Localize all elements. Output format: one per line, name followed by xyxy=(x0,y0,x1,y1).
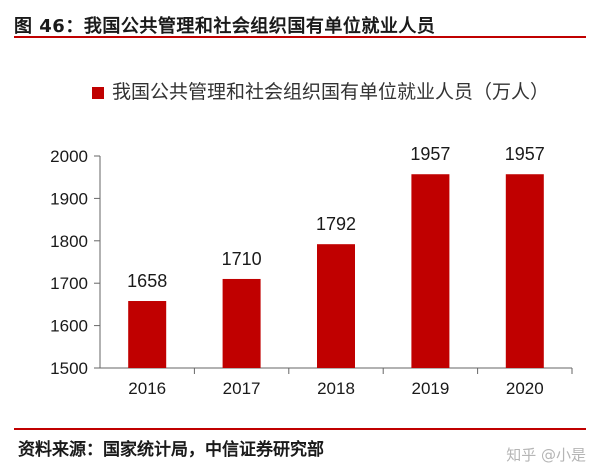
y-tick-label: 2000 xyxy=(50,147,88,166)
bar xyxy=(505,174,544,368)
data-label: 1957 xyxy=(505,144,545,164)
y-tick-label: 1600 xyxy=(50,317,88,336)
x-tick-label: 2020 xyxy=(506,379,544,398)
x-tick-label: 2016 xyxy=(128,379,166,398)
y-tick-label: 1900 xyxy=(50,189,88,208)
y-tick-label: 1500 xyxy=(50,359,88,378)
y-tick-label: 1700 xyxy=(50,274,88,293)
bar xyxy=(128,301,167,368)
figure-footer: 资料来源：国家统计局，中信证券研究部 xyxy=(14,428,586,460)
x-tick-label: 2019 xyxy=(411,379,449,398)
data-label: 1957 xyxy=(410,144,450,164)
data-label: 1710 xyxy=(222,249,262,269)
figure-header: 图 46：我国公共管理和社会组织国有单位就业人员 xyxy=(14,6,586,38)
data-label: 1792 xyxy=(316,214,356,234)
watermark: 知乎 @小是 xyxy=(506,446,586,464)
bar xyxy=(222,278,261,368)
source-note: 资料来源：国家统计局，中信证券研究部 xyxy=(18,440,324,460)
legend-label: 我国公共管理和社会组织国有单位就业人员（万人） xyxy=(112,81,549,103)
figure-title: 图 46：我国公共管理和社会组织国有单位就业人员 xyxy=(14,16,436,37)
x-tick-label: 2017 xyxy=(223,379,261,398)
y-tick-label: 1800 xyxy=(50,232,88,251)
bar xyxy=(411,174,450,368)
bar xyxy=(317,244,355,368)
x-tick-label: 2018 xyxy=(317,379,355,398)
legend-swatch xyxy=(92,87,104,99)
data-label: 1658 xyxy=(127,271,167,291)
